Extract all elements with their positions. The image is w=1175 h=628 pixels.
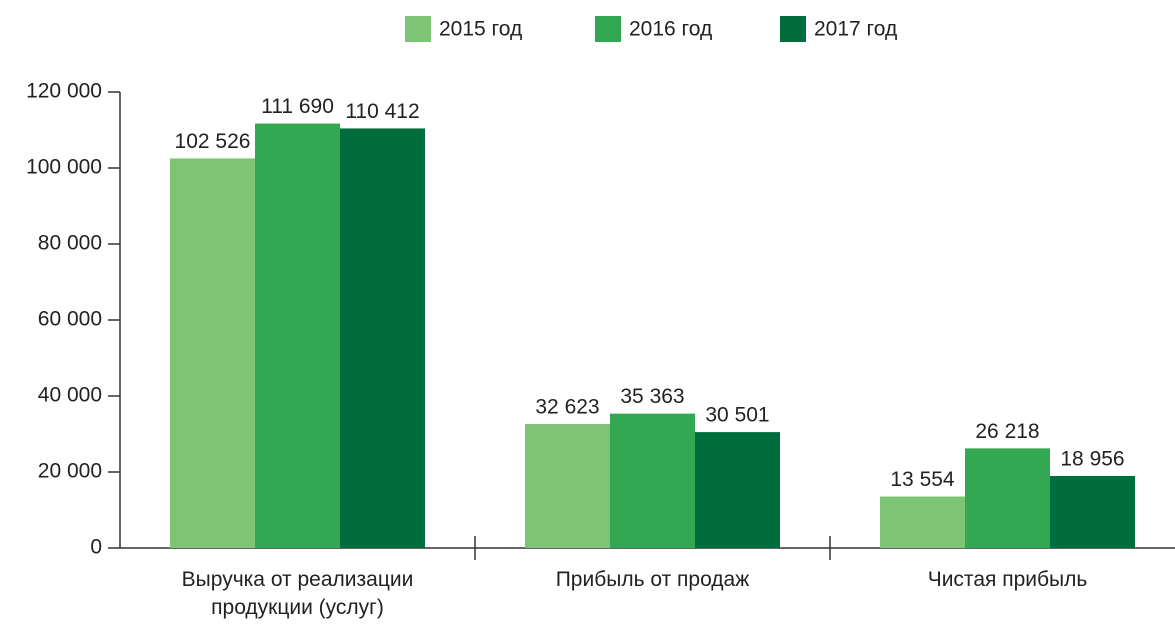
y-tick-label: 0 bbox=[90, 536, 102, 559]
bar bbox=[880, 496, 965, 548]
data-label: 32 623 bbox=[535, 396, 599, 419]
bar bbox=[340, 128, 425, 549]
bar bbox=[1050, 475, 1135, 548]
bar bbox=[170, 158, 255, 549]
legend-label: 2015 год bbox=[439, 18, 522, 41]
bar bbox=[695, 432, 780, 548]
legend-swatch bbox=[780, 16, 806, 42]
y-tick-label: 40 000 bbox=[38, 384, 102, 407]
bar bbox=[610, 413, 695, 548]
data-label: 110 412 bbox=[345, 100, 419, 123]
bar bbox=[255, 123, 340, 548]
legend-swatch bbox=[405, 16, 431, 42]
x-tick-label: Выручка от реализации продукции (услуг) bbox=[181, 568, 414, 619]
y-tick-label: 60 000 bbox=[38, 308, 102, 331]
data-label: 102 526 bbox=[175, 130, 251, 153]
data-label: 18 956 bbox=[1060, 448, 1124, 471]
y-tick-label: 80 000 bbox=[38, 232, 102, 255]
data-label: 111 690 bbox=[261, 95, 334, 118]
bar bbox=[965, 448, 1050, 548]
legend-label: 2016 год bbox=[629, 18, 712, 41]
x-tick-label: Чистая прибыль bbox=[927, 568, 1088, 591]
y-tick-label: 100 000 bbox=[26, 156, 102, 179]
data-label: 26 218 bbox=[975, 420, 1039, 443]
data-label: 30 501 bbox=[705, 404, 769, 427]
data-label: 13 554 bbox=[890, 468, 955, 491]
data-label: 35 363 bbox=[620, 385, 684, 408]
x-tick-label: Прибыль от продаж bbox=[555, 568, 750, 591]
bar bbox=[525, 424, 610, 548]
y-tick-label: 120 000 bbox=[26, 80, 102, 103]
y-tick-label: 20 000 bbox=[38, 460, 102, 483]
legend-swatch bbox=[595, 16, 621, 42]
legend-label: 2017 год bbox=[814, 18, 897, 41]
